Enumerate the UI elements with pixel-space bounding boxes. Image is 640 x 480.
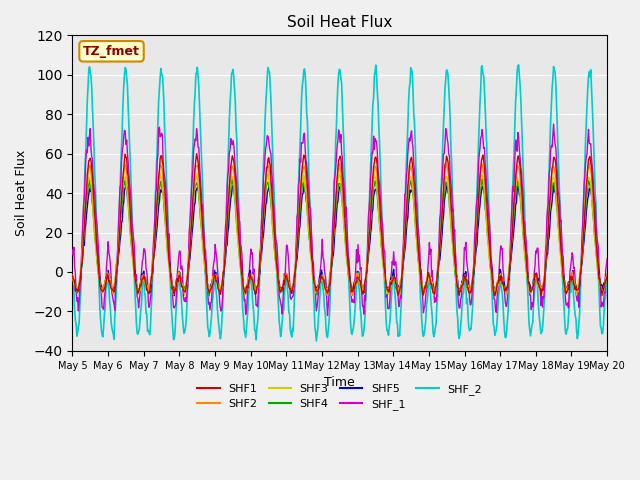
SHF2 bbox=[188, 216, 195, 222]
SHF5 bbox=[188, 229, 196, 235]
SHF_1 bbox=[68, 247, 76, 253]
SHF_2 bbox=[406, 85, 413, 91]
SHF2 bbox=[404, 177, 412, 182]
SHF_2 bbox=[188, 190, 195, 196]
Legend: SHF1, SHF2, SHF3, SHF4, SHF5, SHF_1, SHF_2: SHF1, SHF2, SHF3, SHF4, SHF5, SHF_1, SHF… bbox=[193, 379, 486, 415]
SHF3 bbox=[193, 170, 200, 176]
SHF4 bbox=[604, 275, 611, 280]
X-axis label: Time: Time bbox=[324, 376, 355, 389]
SHF1 bbox=[604, 274, 611, 279]
SHF1 bbox=[216, 291, 224, 297]
SHF2 bbox=[68, 272, 76, 277]
SHF4 bbox=[78, 255, 86, 261]
Title: Soil Heat Flux: Soil Heat Flux bbox=[287, 15, 392, 30]
SHF_1 bbox=[550, 121, 557, 127]
SHF5 bbox=[604, 271, 611, 277]
SHF5 bbox=[406, 187, 414, 193]
SHF2 bbox=[492, 293, 499, 299]
Line: SHF_2: SHF_2 bbox=[72, 65, 607, 341]
SHF3 bbox=[406, 174, 414, 180]
Line: SHF_1: SHF_1 bbox=[72, 124, 607, 315]
Line: SHF3: SHF3 bbox=[72, 173, 607, 296]
SHF_2 bbox=[133, 330, 141, 336]
SHF1 bbox=[78, 259, 86, 264]
Line: SHF5: SHF5 bbox=[72, 183, 607, 296]
SHF3 bbox=[422, 285, 429, 291]
SHF_1 bbox=[188, 189, 195, 194]
SHF5 bbox=[78, 261, 86, 266]
SHF2 bbox=[78, 256, 86, 262]
Text: TZ_fmet: TZ_fmet bbox=[83, 45, 140, 58]
SHF5 bbox=[133, 287, 141, 292]
SHF3 bbox=[604, 274, 611, 279]
Line: SHF2: SHF2 bbox=[72, 164, 607, 296]
Y-axis label: Soil Heat Flux: Soil Heat Flux bbox=[15, 150, 28, 236]
SHF1 bbox=[406, 164, 413, 169]
Line: SHF1: SHF1 bbox=[72, 154, 607, 296]
SHF2 bbox=[216, 289, 223, 295]
SHF3 bbox=[133, 284, 141, 290]
SHF4 bbox=[216, 287, 224, 292]
SHF_2 bbox=[604, 275, 611, 280]
SHF3 bbox=[218, 285, 225, 291]
SHF2 bbox=[420, 288, 428, 294]
SHF1 bbox=[491, 293, 499, 299]
SHF2 bbox=[604, 271, 611, 277]
SHF3 bbox=[181, 293, 189, 299]
SHF_1 bbox=[78, 238, 86, 243]
SHF4 bbox=[406, 179, 414, 185]
SHF2 bbox=[586, 161, 593, 167]
SHF5 bbox=[301, 180, 308, 186]
SHF4 bbox=[133, 290, 141, 296]
SHF_2 bbox=[515, 62, 522, 68]
SHF5 bbox=[68, 276, 76, 281]
SHF1 bbox=[188, 225, 195, 231]
Line: SHF4: SHF4 bbox=[72, 177, 607, 296]
SHF_2 bbox=[78, 249, 86, 254]
SHF3 bbox=[78, 248, 86, 254]
SHF4 bbox=[188, 227, 195, 232]
SHF_2 bbox=[68, 276, 76, 282]
SHF5 bbox=[216, 288, 224, 294]
SHF_1 bbox=[216, 300, 223, 305]
SHF_1 bbox=[604, 256, 611, 262]
SHF5 bbox=[422, 283, 429, 288]
SHF_2 bbox=[312, 338, 320, 344]
SHF3 bbox=[68, 274, 76, 279]
SHF4 bbox=[422, 282, 429, 288]
SHF4 bbox=[205, 293, 213, 299]
SHF_2 bbox=[421, 325, 429, 331]
SHF_1 bbox=[421, 304, 429, 310]
SHF4 bbox=[68, 276, 76, 282]
SHF_1 bbox=[324, 312, 332, 318]
SHF3 bbox=[188, 209, 196, 215]
SHF2 bbox=[133, 288, 141, 294]
SHF_1 bbox=[133, 294, 141, 300]
SHF_1 bbox=[406, 135, 413, 141]
SHF5 bbox=[170, 293, 178, 299]
SHF_2 bbox=[216, 330, 223, 336]
SHF1 bbox=[421, 284, 429, 290]
SHF1 bbox=[133, 287, 141, 293]
SHF4 bbox=[300, 174, 308, 180]
SHF1 bbox=[193, 151, 200, 156]
SHF1 bbox=[68, 273, 76, 278]
